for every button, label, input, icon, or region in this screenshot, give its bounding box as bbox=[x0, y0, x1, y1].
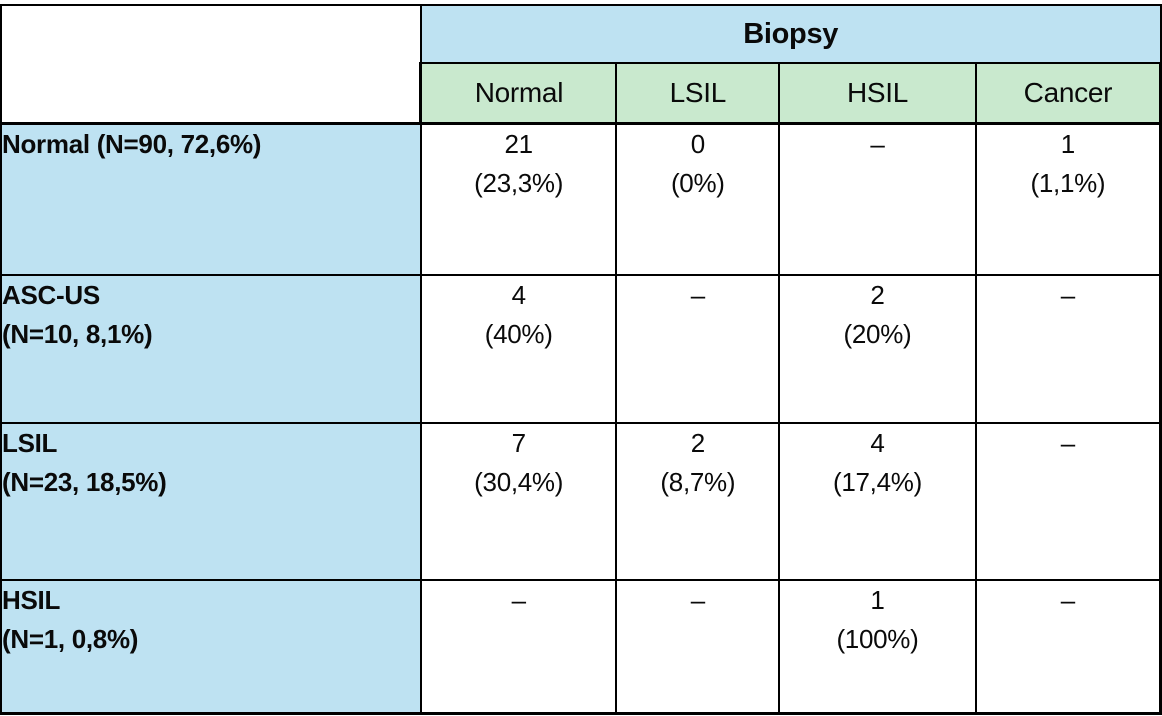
row-header-line1: LSIL bbox=[2, 428, 58, 458]
row-header-line1: HSIL bbox=[2, 585, 61, 615]
cell-count: 21 bbox=[504, 128, 533, 159]
column-header-row: Normal LSIL HSIL Cancer bbox=[1, 62, 1162, 124]
row-header-lsil: LSIL (N=23, 18,5%) bbox=[0, 422, 422, 581]
cell-count: – bbox=[1060, 428, 1075, 458]
row-header-ascus: ASC-US (N=10, 8,1%) bbox=[0, 274, 422, 424]
cell-percent: (8,7%) bbox=[660, 467, 736, 497]
column-header-hsil: HSIL bbox=[778, 62, 977, 124]
row-header-line1: Normal (N=90, 72,6%) bbox=[2, 128, 262, 159]
cell-count: 4 bbox=[870, 428, 885, 458]
table-cell: 0 (0%) bbox=[615, 121, 781, 276]
cell-count: – bbox=[511, 585, 526, 615]
table-cell: 4 (17,4%) bbox=[778, 422, 977, 581]
row-header-line1: ASC-US bbox=[2, 280, 100, 310]
row-header-normal: Normal (N=90, 72,6%) bbox=[0, 121, 422, 276]
table-cell: 21 (23,3%) bbox=[419, 121, 618, 276]
table-cell: 4 (40%) bbox=[419, 274, 618, 424]
cell-count: – bbox=[690, 280, 705, 310]
row-header-hsil: HSIL (N=1, 0,8%) bbox=[0, 579, 422, 715]
cell-percent: (30,4%) bbox=[474, 467, 564, 497]
cell-count: 0 bbox=[690, 128, 705, 159]
table-cell: 1 (100%) bbox=[778, 579, 977, 715]
table-cell: 2 (8,7%) bbox=[615, 422, 781, 581]
table-cell: – bbox=[615, 274, 781, 424]
cell-percent: (0%) bbox=[670, 167, 725, 198]
column-header-cancer: Cancer bbox=[974, 62, 1162, 124]
biopsy-group-header: Biopsy bbox=[419, 4, 1162, 64]
row-header-line2: (N=1, 0,8%) bbox=[2, 624, 139, 654]
row-header-line2: (N=10, 8,1%) bbox=[2, 319, 153, 349]
cell-percent: (1,1%) bbox=[1030, 167, 1106, 198]
row-header-line2: (N=23, 18,5%) bbox=[2, 467, 167, 497]
table-cell: 7 (30,4%) bbox=[419, 422, 618, 581]
table-cell: – bbox=[615, 579, 781, 715]
cell-count: – bbox=[1060, 585, 1075, 615]
cell-count: – bbox=[870, 128, 885, 159]
cell-percent: (40%) bbox=[484, 319, 553, 349]
corner-blank-cell bbox=[0, 4, 422, 124]
biopsy-crosstab-table: Biopsy Normal LSIL HSIL Cancer Normal (N… bbox=[0, 4, 1162, 715]
cell-count: 2 bbox=[690, 428, 705, 458]
table-cell: 2 (20%) bbox=[778, 274, 977, 424]
cell-count: 1 bbox=[1060, 128, 1075, 159]
column-header-normal: Normal bbox=[419, 62, 618, 124]
table-row-ascus: ASC-US (N=10, 8,1%) 4 (40%) – 2 (20%) – bbox=[0, 274, 1162, 424]
table-cell: – bbox=[419, 579, 618, 715]
cell-percent: (17,4%) bbox=[832, 467, 922, 497]
cell-count: – bbox=[690, 585, 705, 615]
cell-count: 7 bbox=[511, 428, 526, 458]
cell-percent: (20%) bbox=[843, 319, 912, 349]
cell-count: – bbox=[1060, 280, 1075, 310]
cell-percent: (100%) bbox=[836, 624, 919, 654]
table-cell: – bbox=[974, 422, 1162, 581]
table-cell: 1 (1,1%) bbox=[974, 121, 1162, 276]
cell-count: 4 bbox=[511, 280, 526, 310]
table-cell: – bbox=[974, 579, 1162, 715]
cell-count: 2 bbox=[870, 280, 885, 310]
group-header-row: Biopsy bbox=[0, 4, 1162, 124]
table-row-normal: Normal (N=90, 72,6%) 21 (23,3%) 0 (0%) –… bbox=[0, 121, 1162, 276]
table-cell: – bbox=[778, 121, 977, 276]
column-header-lsil: LSIL bbox=[615, 62, 781, 124]
cell-percent: (23,3%) bbox=[474, 167, 564, 198]
cell-count: 1 bbox=[870, 585, 885, 615]
table-row-lsil: LSIL (N=23, 18,5%) 7 (30,4%) 2 (8,7%) 4 … bbox=[0, 422, 1162, 581]
table-cell: – bbox=[974, 274, 1162, 424]
table-row-hsil: HSIL (N=1, 0,8%) – – 1 (100%) – bbox=[0, 579, 1162, 715]
